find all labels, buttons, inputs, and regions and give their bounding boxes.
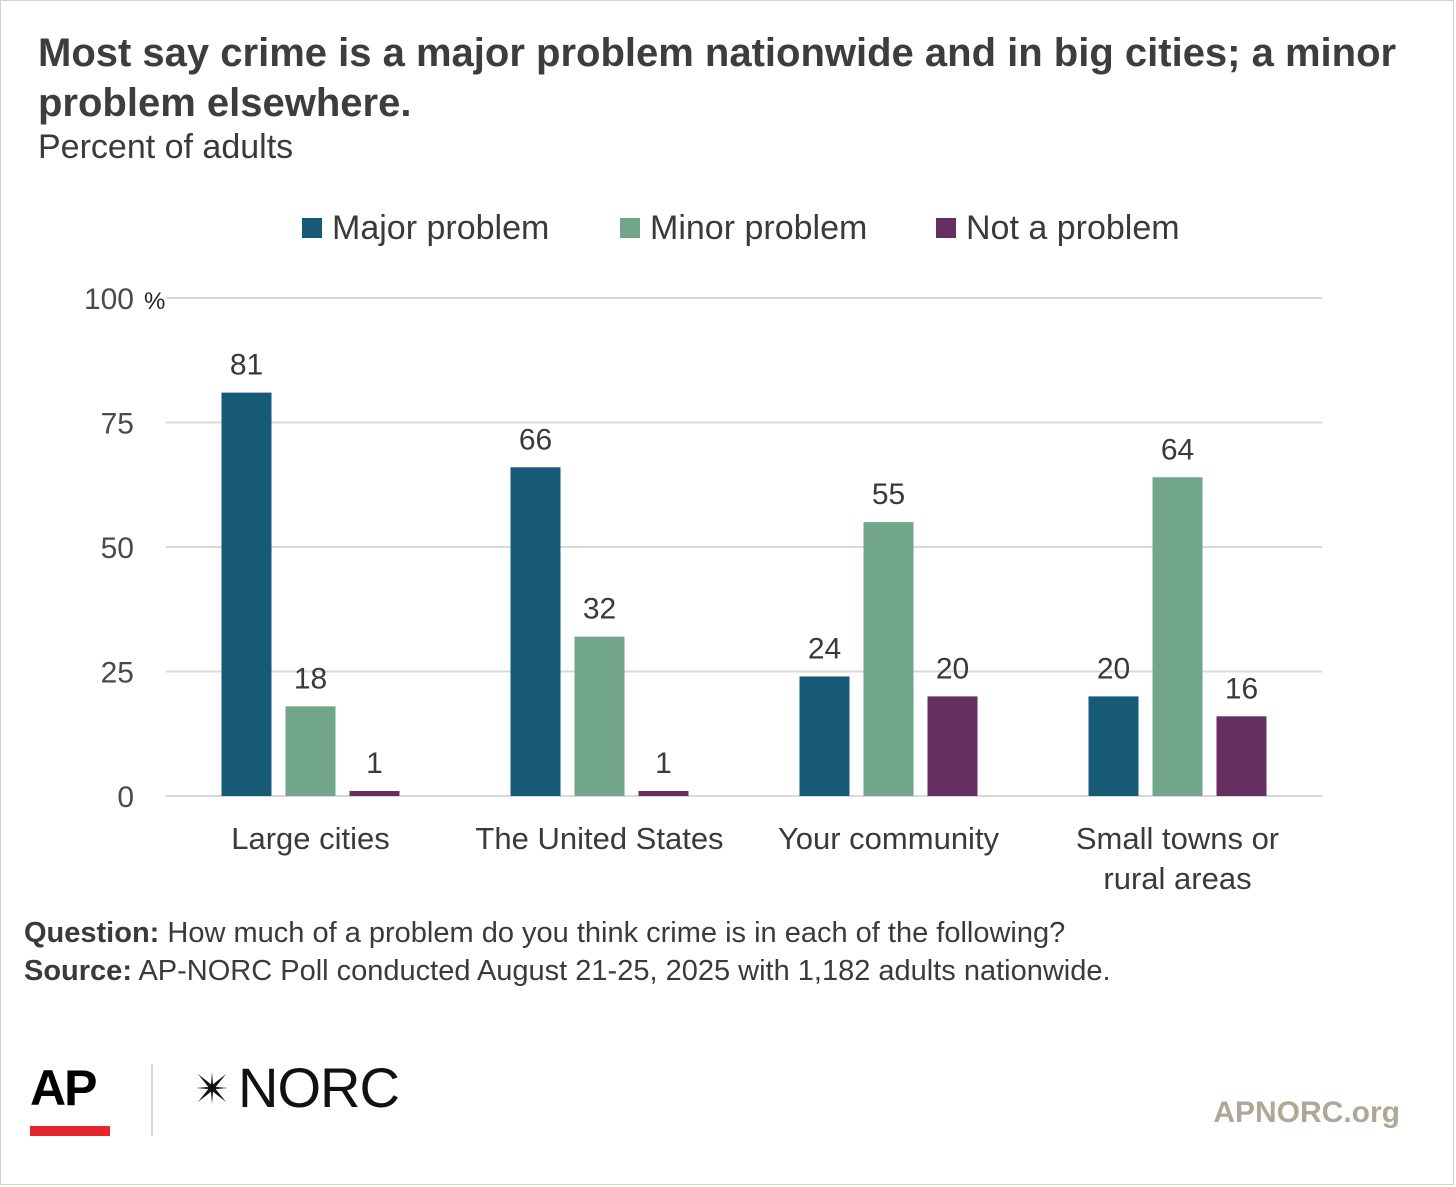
legend-swatch-minor [620, 218, 640, 238]
legend-swatch-not [936, 218, 956, 238]
bar-minor-2 [863, 522, 914, 796]
question-text: How much of a problem do you think crime… [167, 917, 1066, 949]
data-label-minor-0: 18 [294, 662, 327, 695]
data-label-major-0: 81 [230, 349, 263, 382]
site-url: APNORC.org [1213, 1096, 1400, 1129]
bar-minor-3 [1152, 477, 1203, 796]
y-tick-label-100: 100 [84, 283, 134, 316]
ap-logo-bar [30, 1126, 110, 1136]
legend-item-not: Not a problem [936, 206, 1180, 250]
bar-not-1 [638, 791, 689, 796]
bar-major-1 [510, 467, 561, 796]
data-label-minor-3: 64 [1161, 433, 1194, 466]
data-label-not-1: 1 [655, 747, 672, 780]
source-label: Source: [24, 955, 132, 987]
legend-label-not: Not a problem [966, 208, 1180, 247]
logo-divider [151, 1064, 153, 1136]
y-tick-label-25: 25 [101, 657, 134, 690]
bar-major-3 [1088, 696, 1139, 796]
x-category-label-1: The United States [475, 821, 723, 856]
bar-major-0 [221, 392, 272, 796]
bar-not-0 [349, 791, 400, 796]
bar-major-2 [799, 676, 850, 796]
legend-item-minor: Minor problem [620, 206, 867, 250]
data-label-minor-1: 32 [583, 593, 616, 626]
data-label-minor-2: 55 [872, 478, 905, 511]
data-label-not-2: 20 [936, 652, 969, 685]
source-line: Source: AP-NORC Poll conducted August 21… [24, 952, 1111, 990]
x-category-label-0: Large cities [231, 821, 390, 856]
bar-not-2 [927, 696, 978, 796]
y-unit-label: % [144, 288, 165, 315]
y-tick-label-50: 50 [101, 532, 134, 565]
norc-star-icon [196, 1072, 228, 1104]
data-label-major-3: 20 [1097, 652, 1130, 685]
legend-swatch-major [302, 218, 322, 238]
legend-item-major: Major problem [302, 206, 549, 250]
question-label: Question: [24, 917, 160, 949]
chart-notes: Question: How much of a problem do you t… [24, 914, 1111, 990]
data-label-not-0: 1 [366, 747, 383, 780]
ap-logo: AP [30, 1060, 112, 1138]
legend-label-minor: Minor problem [650, 208, 868, 247]
data-label-major-1: 66 [519, 423, 552, 456]
bar-minor-0 [285, 706, 336, 796]
bar-not-3 [1216, 716, 1267, 796]
norc-logo: NORC [190, 1056, 400, 1119]
norc-logo-text: NORC [238, 1056, 400, 1119]
x-category-label-3-line1: rural areas [1103, 861, 1251, 896]
x-category-label-3-line0: Small towns or [1076, 821, 1279, 856]
question-line: Question: How much of a problem do you t… [24, 914, 1111, 952]
legend: Major problem Minor problem Not a proble… [0, 206, 1456, 250]
ap-logo-text: AP [30, 1060, 97, 1116]
y-tick-label-75: 75 [101, 408, 134, 441]
bar-minor-1 [574, 636, 625, 796]
y-tick-label-0: 0 [117, 781, 134, 814]
chart-title: Most say crime is a major problem nation… [38, 31, 1397, 125]
legend-label-major: Major problem [332, 208, 550, 247]
bar-chart: 0 25 50 75 100 % 81 18 1 Large cities 66 32 1 The Uni… [84, 283, 1322, 896]
data-label-major-2: 24 [808, 632, 841, 665]
x-category-label-2: Your community [778, 821, 1000, 856]
data-label-not-3: 16 [1225, 672, 1258, 705]
chart-subtitle: Percent of adults [38, 128, 294, 166]
source-text: AP-NORC Poll conducted August 21-25, 202… [138, 955, 1111, 987]
